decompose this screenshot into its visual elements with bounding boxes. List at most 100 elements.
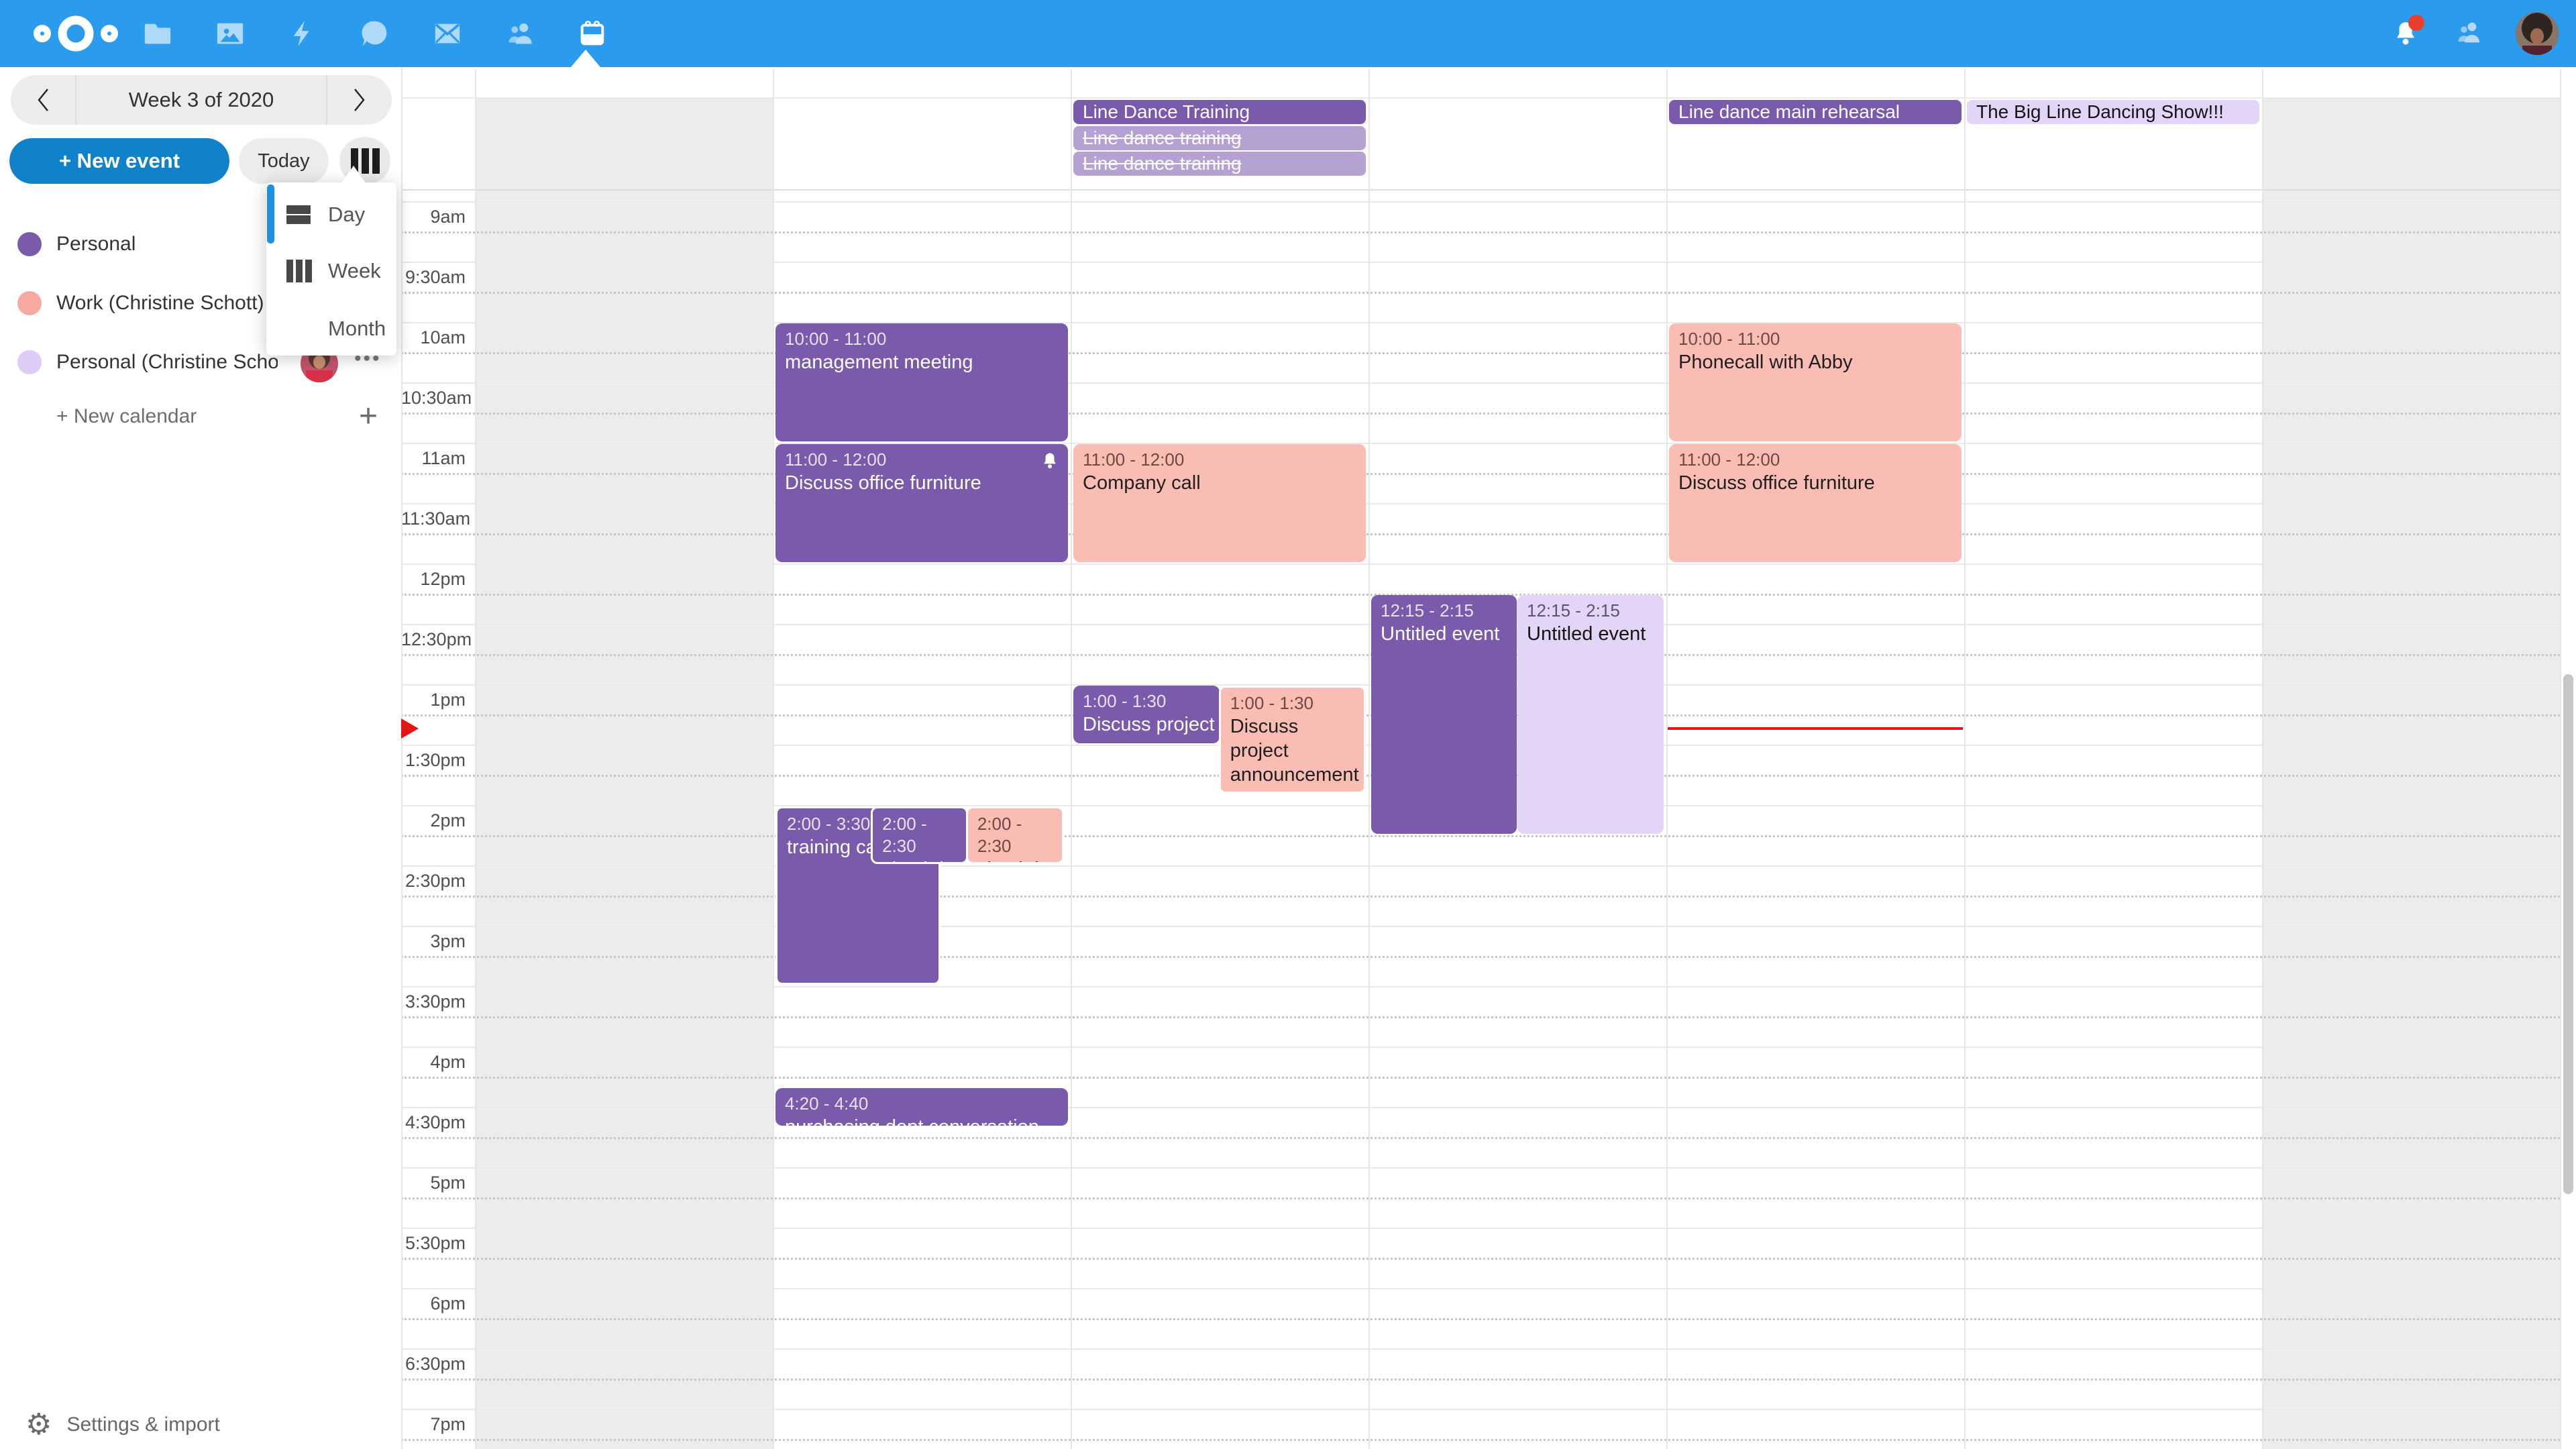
talk-icon[interactable] [360,18,390,49]
hour-gridline [401,443,2560,444]
sidebar: Week 3 of 2020 + New event Today Persona… [0,67,401,1449]
time-label: 11:30am [401,508,471,529]
gear-icon: ⚙ [25,1408,52,1441]
day-view-icon [286,203,313,226]
contacts-icon[interactable] [504,18,535,49]
calendar-event[interactable]: 12:15 - 2:15 Untitled event [1517,595,1664,834]
calendar-event[interactable]: 1:00 - 1:30 Discuss project announcement [1073,686,1220,743]
today-button[interactable]: Today [239,138,329,184]
calendar-list-item[interactable]: Personal [0,215,401,274]
hour-gridline [401,1348,2560,1350]
column-divider [1368,69,1370,1449]
time-label: 2pm [430,810,466,830]
activity-icon[interactable] [287,18,318,49]
event-time: 10:00 - 11:00 [785,329,887,349]
allday-event[interactable]: Line Dance Training [1073,100,1366,124]
calendar-event[interactable]: 2:00 - 2:30check-in [871,806,969,864]
quarter-hour-gridline [401,352,2560,354]
calendar-event[interactable]: 11:00 - 12:00 Discuss office furniture [1669,444,1962,562]
mail-icon[interactable] [432,18,463,49]
column-divider [2560,69,2561,1449]
next-week-button[interactable] [327,75,392,125]
column-divider [2262,69,2263,1449]
calendar-color-dot [17,350,42,374]
event-time: 2:00 - 2:30 [882,814,927,856]
hour-gridline [401,1409,2560,1410]
quarter-hour-gridline [401,1077,2560,1079]
notifications-bell-icon[interactable] [2391,15,2424,50]
photos-icon[interactable] [215,18,246,49]
time-label: 11am [421,448,466,468]
contacts-menu-icon[interactable] [2451,16,2485,52]
view-menu-item-month[interactable]: Month [328,317,386,340]
calendar-event[interactable]: 11:00 - 12:00 Discuss office furniture [775,444,1068,562]
column-divider [475,69,476,1449]
hour-gridline [401,564,2560,565]
current-time-arrow [401,718,419,739]
time-label: 3:30pm [405,991,466,1012]
event-title: Phonecall with Abby [1678,352,1853,373]
allday-divider [401,189,2560,191]
quarter-hour-gridline [401,473,2560,475]
sidebar-divider [401,67,402,1449]
hour-gridline [401,986,2560,987]
new-calendar-button[interactable]: + New calendar + [0,393,401,440]
calendar-event[interactable]: 1:00 - 1:30 Discuss project announcement [1218,686,1366,794]
previous-week-button[interactable] [11,75,75,125]
new-event-button[interactable]: + New event [9,138,229,184]
calendar-list: Personal Work (Christine Schott) Personal … [0,215,401,392]
event-title: Discuss project announcement [1083,714,1220,735]
quarter-hour-gridline [401,1258,2560,1260]
event-title: training call [787,837,885,858]
allday-event[interactable]: Line dance training [1073,152,1366,176]
time-label: 6:30pm [405,1354,466,1374]
current-time-line [1668,727,1963,730]
column-divider [773,69,774,1449]
hour-gridline [401,322,2560,323]
allday-event[interactable]: The Big Line Dancing Show!!! [1967,100,2259,124]
nextcloud-logo-icon[interactable] [32,12,119,58]
calendar-list-item[interactable]: Personal (Christine Scho… ••• [0,333,401,392]
calendar-event[interactable]: 2:00 - 2:30check-in [965,806,1064,864]
vertical-scrollbar[interactable] [2563,674,2573,1194]
time-label: 12:30pm [401,629,472,649]
popover-scrollbar[interactable] [267,184,274,244]
calendar-icon[interactable] [577,18,608,49]
event-title: Untitled event [1527,623,1646,645]
calendar-event[interactable]: 4:20 - 4:40purchasing dept conversation [775,1088,1068,1126]
week-view-icon [286,260,313,282]
top-bar-right [2391,0,2559,67]
calendar-list-item[interactable]: Work (Christine Schott) [0,274,401,333]
time-label: 10am [420,327,466,347]
header-divider [401,97,2560,99]
view-menu-popover: Day Week Month [266,182,396,356]
time-label: 5:30pm [405,1233,466,1253]
time-label: 12pm [420,569,466,589]
allday-event[interactable]: Line dance main rehearsal [1669,100,1962,124]
calendar-event[interactable]: 11:00 - 12:00 Company call [1073,444,1366,562]
files-icon[interactable] [142,18,173,49]
view-menu-item-week[interactable]: Week [266,243,396,299]
event-title: Company call [1083,472,1201,494]
hour-gridline [401,262,2560,263]
hour-gridline [401,926,2560,927]
week-range-label[interactable]: Week 3 of 2020 [75,75,327,125]
view-menu-item-day[interactable]: Day [266,186,396,243]
time-label: 10:30am [401,388,472,408]
hour-gridline [401,1107,2560,1108]
event-time: 12:15 - 2:15 [1381,600,1474,621]
active-app-indicator [571,50,600,67]
hour-gridline [401,382,2560,384]
allday-event[interactable]: Line dance training [1073,125,1366,150]
time-label: 7pm [430,1414,466,1434]
event-time: 11:00 - 12:00 [1678,449,1780,470]
calendar-event[interactable]: 10:00 - 11:00 management meeting [775,323,1068,441]
event-time: 1:00 - 1:30 [1083,691,1167,711]
event-title: Discuss office furniture [785,472,981,494]
settings-import-button[interactable]: ⚙ Settings & import [0,1401,401,1449]
calendar-event[interactable]: 10:00 - 11:00 Phonecall with Abby [1669,323,1962,441]
calendar-event[interactable]: 12:15 - 2:15 Untitled event [1371,595,1517,834]
user-avatar[interactable] [2516,12,2559,55]
calendar-color-dot [17,232,42,256]
popover-arrow [341,166,366,184]
